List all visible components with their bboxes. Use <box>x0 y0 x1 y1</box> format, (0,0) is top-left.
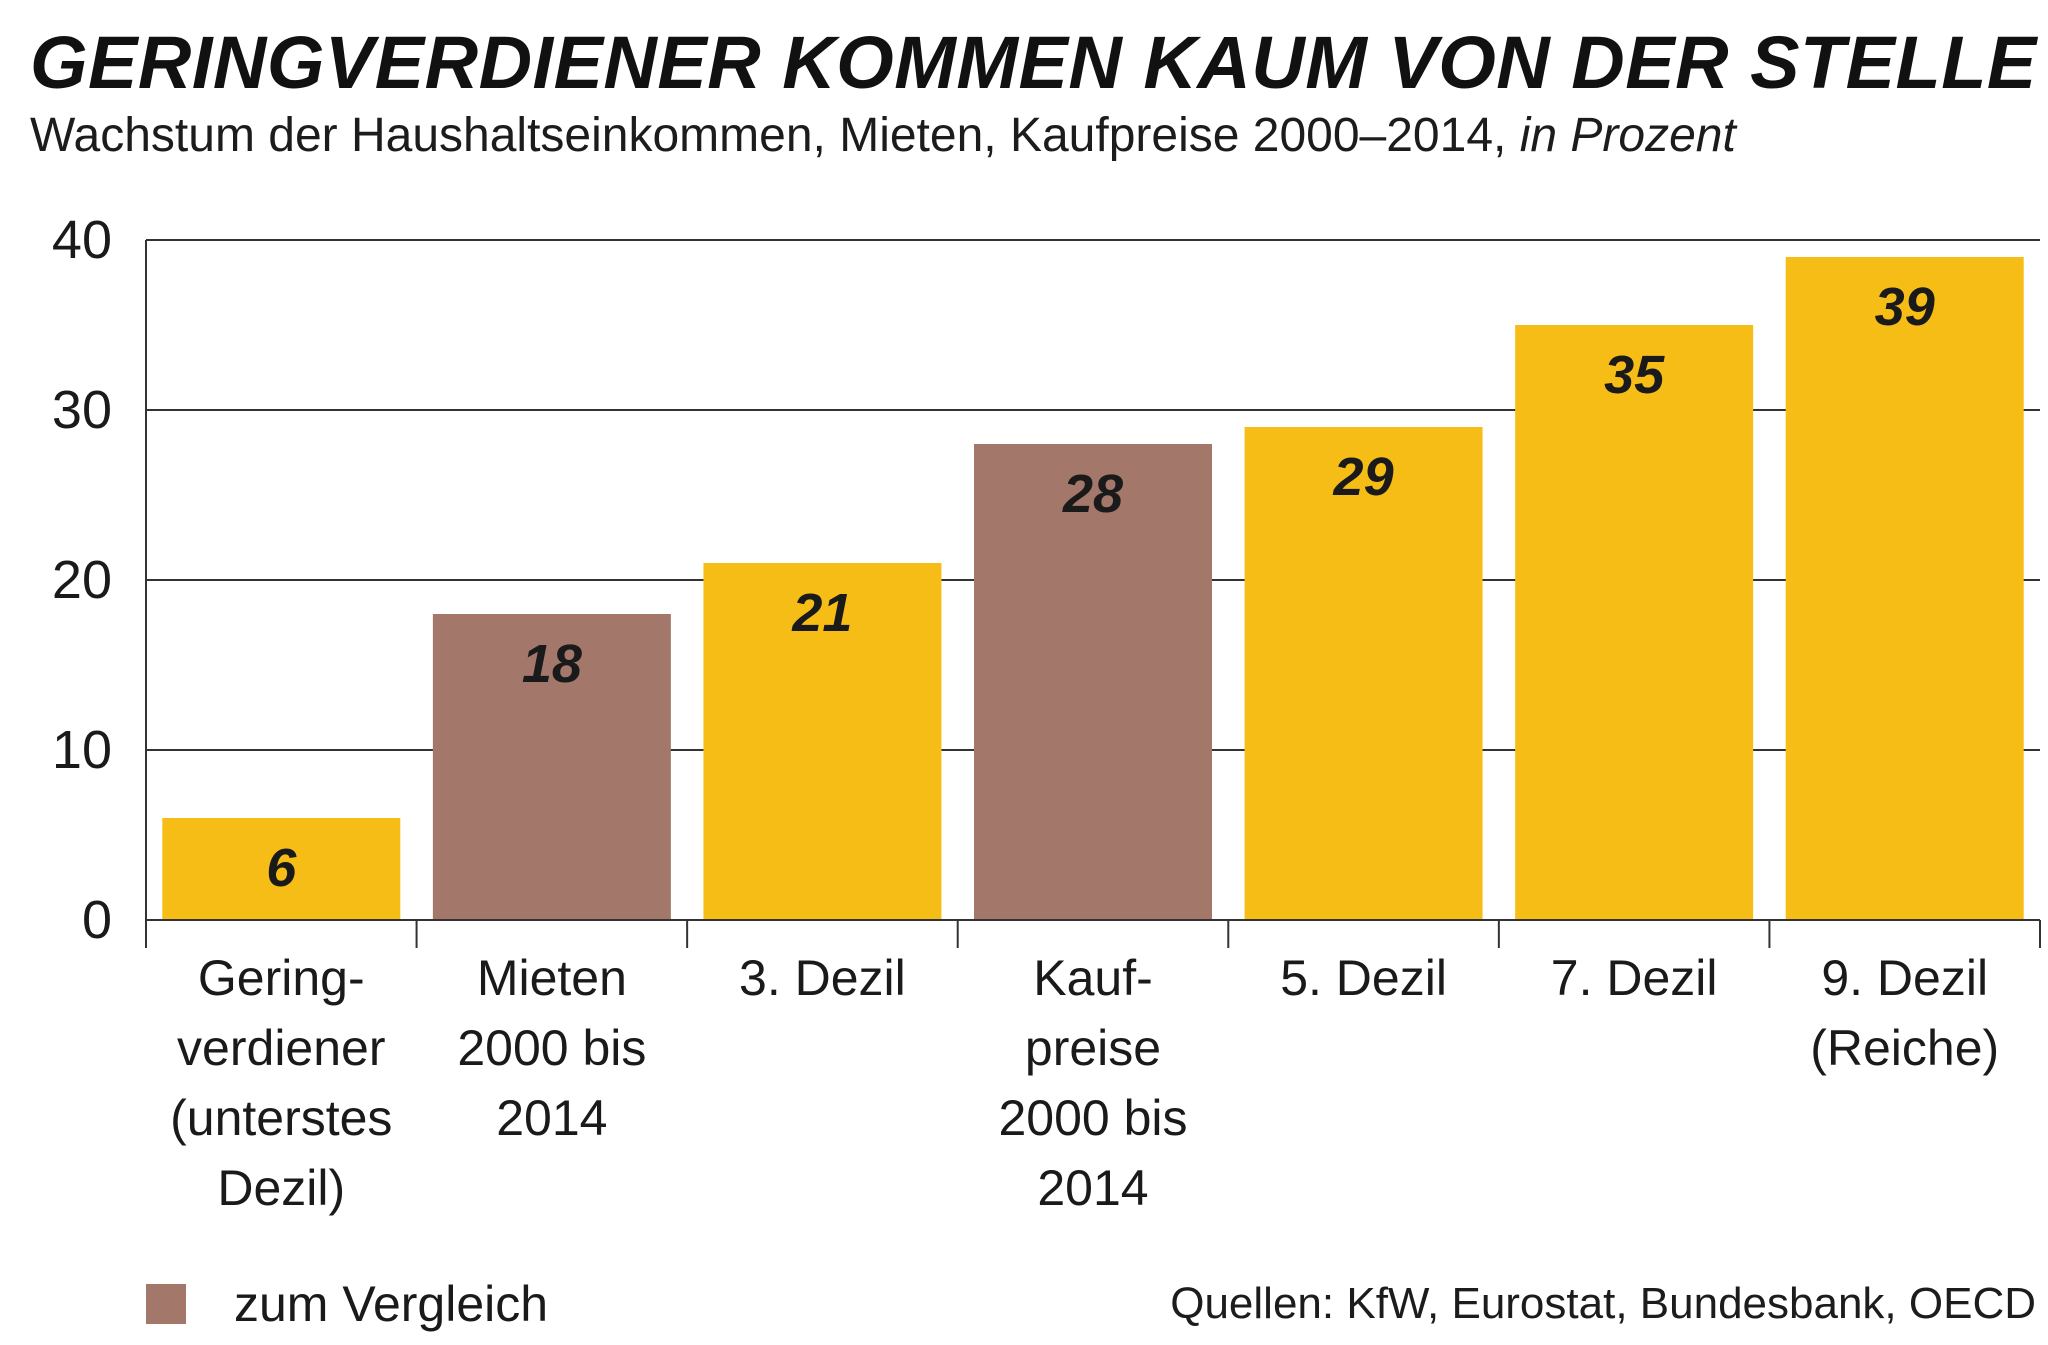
bar <box>1244 427 1483 920</box>
y-tick-label: 0 <box>82 890 112 950</box>
x-tick-label: 9. Dezil (Reiche) <box>1810 950 1999 1076</box>
bar-value-label: 28 <box>1062 464 1123 524</box>
sources-note: Quellen: KfW, Eurostat, Bundesbank, OECD <box>1170 1279 2036 1328</box>
bar <box>1785 257 2024 920</box>
y-tick-label: 10 <box>52 720 112 780</box>
y-tick-label: 30 <box>52 380 112 440</box>
bar-value-label: 39 <box>1875 277 1935 337</box>
y-tick-label: 40 <box>52 210 112 270</box>
bar <box>703 563 942 920</box>
bar-value-label: 35 <box>1604 345 1665 405</box>
legend-swatch <box>146 1284 186 1324</box>
x-tick-label: 7. Dezil <box>1551 950 1718 1006</box>
chart-subtitle: Wachstum der Haushaltseinkommen, Mieten,… <box>30 108 1736 163</box>
bar <box>1515 325 1754 920</box>
legend-label: zum Vergleich <box>234 1276 549 1332</box>
bar-chart: 0 10 20 30 40 6 Gering-verdiener (unterstes Dezi… <box>52 210 2041 1216</box>
bar <box>162 818 401 920</box>
bar-value-label: 6 <box>266 838 297 898</box>
bar <box>432 614 671 920</box>
y-tick-label: 20 <box>52 550 112 610</box>
x-tick-label: Kauf-preise 2000 bis 2014 <box>998 950 1187 1216</box>
bar <box>974 444 1212 920</box>
bar-value-label: 18 <box>522 634 582 694</box>
x-tick-label: Mieten 2000 bis 2014 <box>457 950 646 1146</box>
x-tick-label: 5. Dezil <box>1280 950 1447 1006</box>
chart-title: GERINGVERDIENER KOMMEN KAUM VON DER STEL… <box>30 21 2048 104</box>
legend: zum Vergleich <box>146 1275 548 1333</box>
subtitle-text: Wachstum der Haushaltseinkommen, Mieten,… <box>30 109 1507 162</box>
subtitle-unit: in Prozent <box>1519 109 1736 162</box>
x-tick-label: 3. Dezil <box>739 950 906 1006</box>
bar-value-label: 21 <box>791 583 852 643</box>
bar-value-label: 29 <box>1333 447 1394 507</box>
x-tick-label: Gering-verdiener (unterstes Dezil) <box>170 950 392 1216</box>
